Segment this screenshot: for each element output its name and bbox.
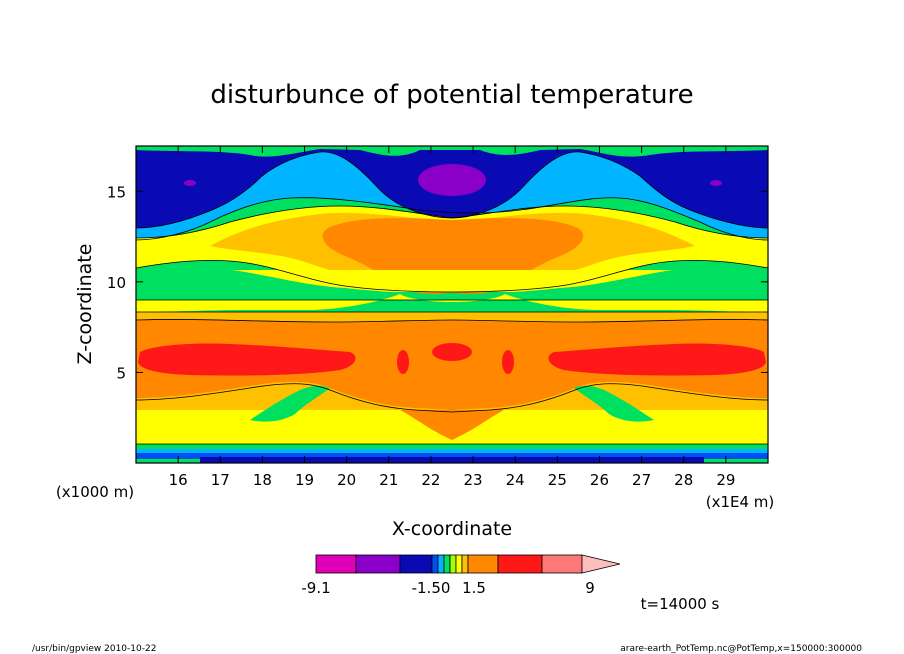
core-top-left-dot: [184, 180, 196, 186]
core-left-red: [138, 343, 356, 376]
time-annotation: t=14000 s: [641, 595, 720, 613]
y-axis-label: Z-coordinate: [74, 244, 96, 365]
x-tick-label: 16: [169, 471, 188, 489]
colorbar-bin: [541, 554, 583, 574]
y-tick-label: 10: [107, 274, 126, 292]
colorbar: [315, 554, 621, 574]
y-axis-ticks: 5 10 15: [107, 183, 768, 382]
colorbar-label-neg: -1.50: [412, 579, 451, 597]
x-tick-label: 29: [716, 471, 735, 489]
contour-lines: [136, 151, 768, 445]
x-tick-label: 24: [506, 471, 525, 489]
colorbar-bin: [455, 554, 463, 574]
x-tick-label: 19: [295, 471, 314, 489]
x-tick-label: 17: [211, 471, 230, 489]
colorbar-label-min: -9.1: [301, 579, 330, 597]
x-axis-ticks: 16 17 18 19 20 21 22 23 24 25 26 27 28 29: [169, 146, 735, 489]
finger-right-green: [574, 385, 654, 422]
x-tick-label: 28: [674, 471, 693, 489]
colorbar-bin: [461, 554, 469, 574]
x-axis-label: X-coordinate: [392, 518, 512, 540]
colorbar-label-max: 9: [585, 579, 595, 597]
colorbar-end-arrow: [581, 554, 621, 574]
colorbar-tick-labels: -9.1 -1.50 1.5 9: [301, 579, 594, 597]
colorbar-bin: [443, 554, 451, 574]
band-bottom-blue: [136, 453, 768, 459]
footer-right: arare-earth_PotTemp.nc@PotTemp,x=150000:…: [620, 644, 862, 654]
x-tick-label: 22: [421, 471, 440, 489]
colorbar-bin: [399, 554, 433, 574]
x-tick-label: 23: [464, 471, 483, 489]
x-tick-label: 26: [590, 471, 609, 489]
dip-center-orange: [400, 410, 504, 440]
x-tick-label: 18: [253, 471, 272, 489]
y-tick-label: 15: [107, 183, 126, 201]
core-top-center-purple: [418, 164, 486, 196]
colorbar-bin: [437, 554, 445, 574]
x-unit-label: (x1E4 m): [706, 493, 775, 511]
band-lower-yellow2: [136, 294, 768, 312]
plot-frame: [135, 145, 769, 464]
y-unit-label: (x1000 m): [56, 483, 134, 501]
core-right-red: [548, 343, 766, 376]
colorbar-bin: [497, 554, 543, 574]
colorbar-bin: [449, 554, 457, 574]
x-tick-label: 27: [632, 471, 651, 489]
top-green-bridge: [136, 146, 768, 157]
core-top-right-dot: [710, 180, 722, 186]
finger-left-green: [250, 385, 330, 422]
contour-field: [136, 146, 768, 463]
band-bottom-cyan: [136, 449, 768, 454]
colorbar-bin: [315, 554, 357, 574]
band-lower-orange: [136, 319, 768, 412]
core-center-red: [432, 343, 472, 361]
band-bottom-green: [136, 444, 768, 450]
core-leftmid-red: [397, 350, 409, 374]
y-tick-label: 5: [116, 364, 126, 382]
x-tick-label: 20: [337, 471, 356, 489]
x-tick-label: 25: [548, 471, 567, 489]
band-lower-lightorange: [136, 312, 768, 322]
colorbar-bin: [431, 554, 439, 574]
band-bottom-darkblue: [200, 457, 704, 463]
footer-left: /usr/bin/gpview 2010-10-22: [32, 644, 156, 654]
colorbar-label-pos: 1.5: [462, 579, 486, 597]
colorbar-bin: [467, 554, 499, 574]
x-tick-label: 21: [379, 471, 398, 489]
band-lower-green: [136, 266, 768, 300]
colorbar-bin: [355, 554, 401, 574]
core-rightmid-red: [502, 350, 514, 374]
chart-title: disturbunce of potential temperature: [210, 80, 693, 110]
